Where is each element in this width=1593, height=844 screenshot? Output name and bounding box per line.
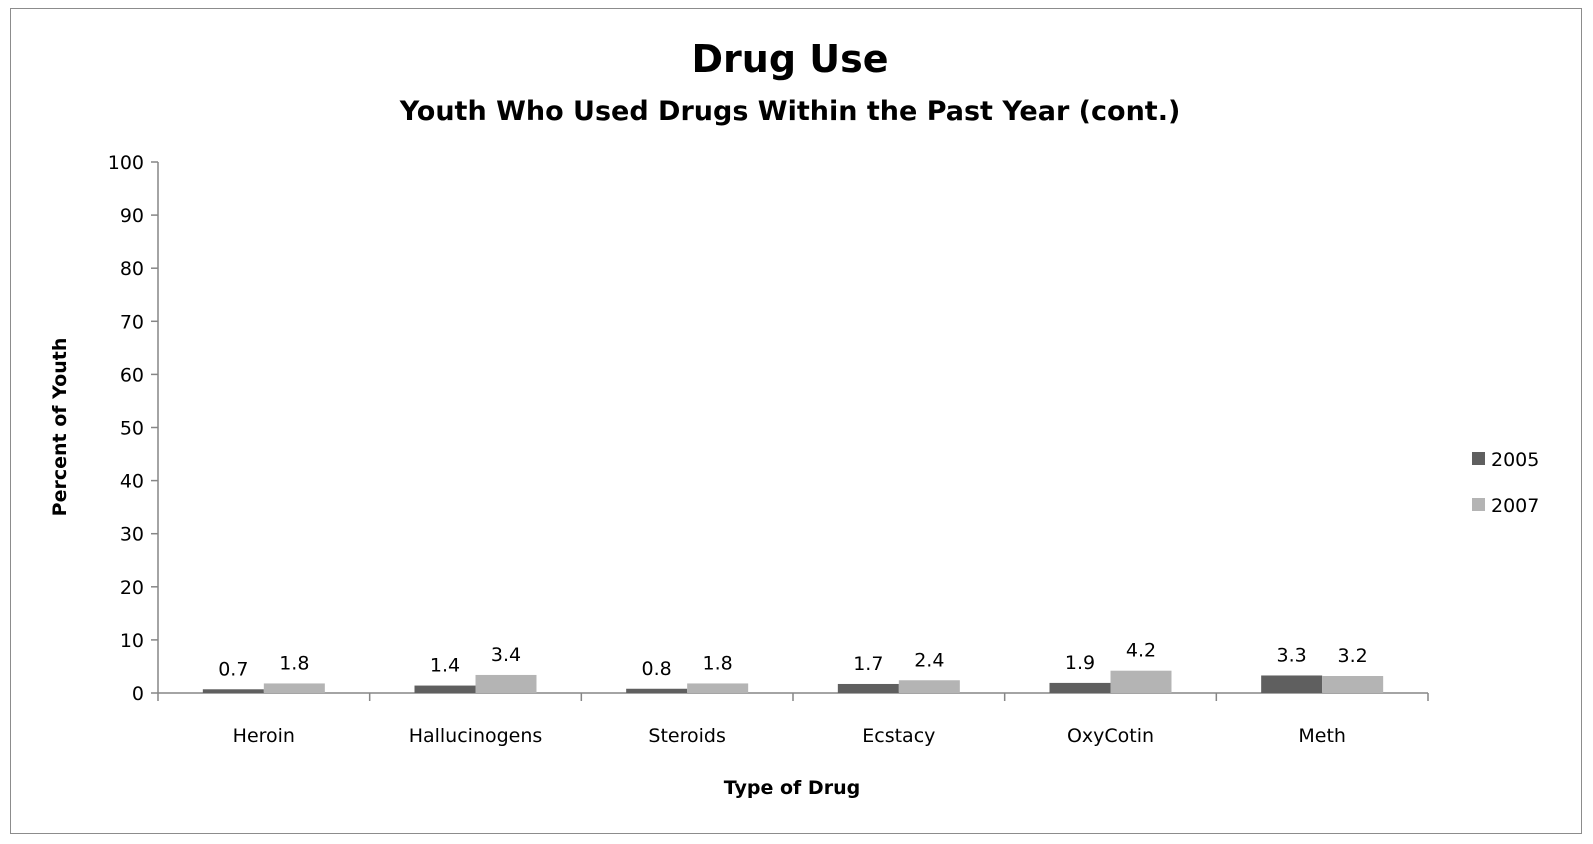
y-axis-label: Percent of Youth — [49, 338, 71, 517]
bar — [202, 689, 264, 693]
bar — [414, 685, 476, 693]
y-tick-label: 70 — [120, 311, 144, 333]
x-tick-label: Ecstacy — [862, 725, 935, 747]
bar — [687, 683, 749, 693]
chart-subtitle: Youth Who Used Drugs Within the Past Yea… — [399, 96, 1181, 127]
y-tick-label: 0 — [132, 683, 144, 705]
bar — [1110, 670, 1172, 693]
legend-label: 2005 — [1491, 449, 1539, 471]
y-tick-label: 30 — [120, 524, 144, 546]
data-label: 1.8 — [703, 652, 733, 674]
x-tick-label: OxyCotin — [1067, 725, 1154, 747]
bar — [626, 688, 688, 693]
data-label: 3.2 — [1338, 645, 1368, 667]
bar — [837, 683, 899, 693]
chart-frame — [10, 8, 1582, 834]
x-tick-label: Hallucinogens — [409, 725, 543, 747]
y-tick-label: 90 — [120, 205, 144, 227]
legend-label: 2007 — [1491, 495, 1539, 517]
bar — [475, 674, 537, 693]
x-tick-label: Steroids — [648, 725, 725, 747]
bar — [1049, 682, 1111, 693]
data-label: 4.2 — [1126, 640, 1156, 662]
bar — [263, 683, 325, 693]
data-label: 3.4 — [491, 644, 521, 666]
chart-title: Drug Use — [691, 37, 888, 81]
x-axis-label: Type of Drug — [724, 777, 860, 799]
data-label: 1.8 — [279, 652, 309, 674]
bar — [1322, 676, 1384, 693]
y-tick-label: 80 — [120, 258, 144, 280]
data-label: 2.4 — [914, 649, 944, 671]
data-label: 3.3 — [1277, 644, 1307, 666]
y-tick-label: 60 — [120, 364, 144, 386]
y-tick-label: 50 — [120, 418, 144, 440]
data-label: 1.9 — [1065, 652, 1095, 674]
data-label: 0.8 — [642, 658, 672, 680]
plot-area: 0 10 20 30 40 50 60 70 80 90 100 Heroin 0.7 1.8 Halluc… — [108, 152, 1429, 747]
y-tick-label: 20 — [120, 577, 144, 599]
legend-swatch — [1472, 498, 1485, 511]
bar — [1261, 675, 1323, 693]
data-label: 0.7 — [218, 658, 248, 680]
x-tick-label: Heroin — [233, 725, 295, 747]
x-tick-label: Meth — [1298, 725, 1346, 747]
y-tick-label: 100 — [108, 152, 144, 174]
y-tick-label: 10 — [120, 630, 144, 652]
y-tick-label: 40 — [120, 471, 144, 493]
bar — [898, 680, 960, 693]
legend: 2005 2007 — [1472, 449, 1539, 517]
data-label: 1.4 — [430, 655, 460, 677]
legend-swatch — [1472, 452, 1485, 465]
data-label: 1.7 — [853, 653, 883, 675]
